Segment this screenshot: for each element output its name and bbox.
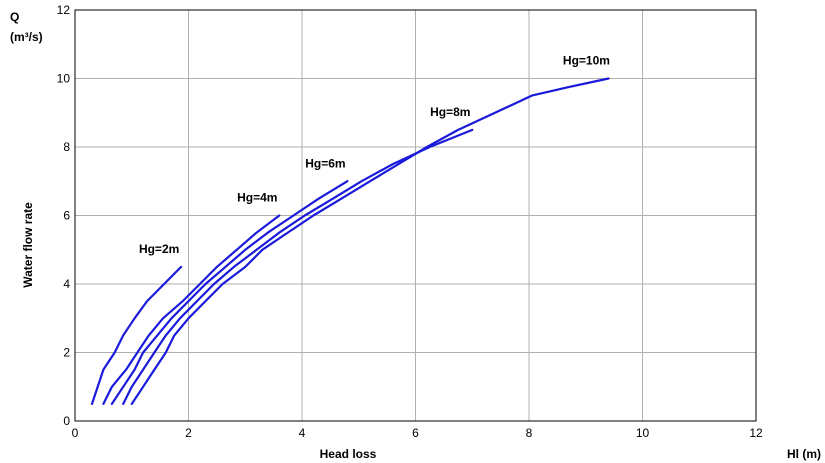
x-tick-label: 6 — [412, 426, 419, 440]
y-axis-unit-label-units: (m³/s) — [10, 30, 43, 44]
y-tick-label: 10 — [57, 72, 71, 86]
x-axis-unit-label: Hl (m) — [787, 447, 821, 461]
x-tick-labels: 0 2 4 6 8 10 12 — [72, 426, 763, 440]
series-annotation-1: Hg=2m — [139, 242, 179, 256]
y-axis-unit-label-q: Q — [10, 10, 19, 24]
x-tick-label: 10 — [636, 426, 650, 440]
plot-frame — [74, 9, 757, 422]
series-annotations: Hg=2m Hg=4m Hg=6m Hg=8m Hg=10m — [139, 54, 610, 256]
grid — [74, 9, 757, 422]
series-annotation-5: Hg=10m — [563, 54, 610, 68]
x-tick-label: 4 — [299, 426, 306, 440]
series-lines — [90, 77, 610, 405]
series-line-2 — [102, 214, 281, 405]
x-tick-label: 0 — [72, 426, 79, 440]
x-tick-label: 8 — [526, 426, 533, 440]
series-annotation-2: Hg=4m — [237, 191, 277, 205]
y-tick-label: 6 — [63, 209, 70, 223]
series-annotation-4: Hg=8m — [430, 105, 470, 119]
x-tick-label: 2 — [185, 426, 192, 440]
y-tick-label: 8 — [63, 140, 70, 154]
y-tick-label: 2 — [63, 346, 70, 360]
y-axis-title: Water flow rate — [21, 202, 35, 288]
series-line-1 — [90, 265, 183, 405]
series-line-3 — [110, 180, 349, 405]
y-tick-label: 4 — [63, 277, 70, 291]
series-annotation-3: Hg=6m — [305, 156, 345, 170]
series-line-5 — [130, 77, 610, 405]
y-tick-labels: 0 2 4 6 8 10 12 — [57, 3, 71, 428]
x-axis-title: Head loss — [320, 447, 377, 461]
series-line-4 — [122, 128, 474, 405]
y-tick-label: 0 — [63, 414, 70, 428]
x-tick-label: 12 — [749, 426, 763, 440]
y-tick-label: 12 — [57, 3, 71, 17]
